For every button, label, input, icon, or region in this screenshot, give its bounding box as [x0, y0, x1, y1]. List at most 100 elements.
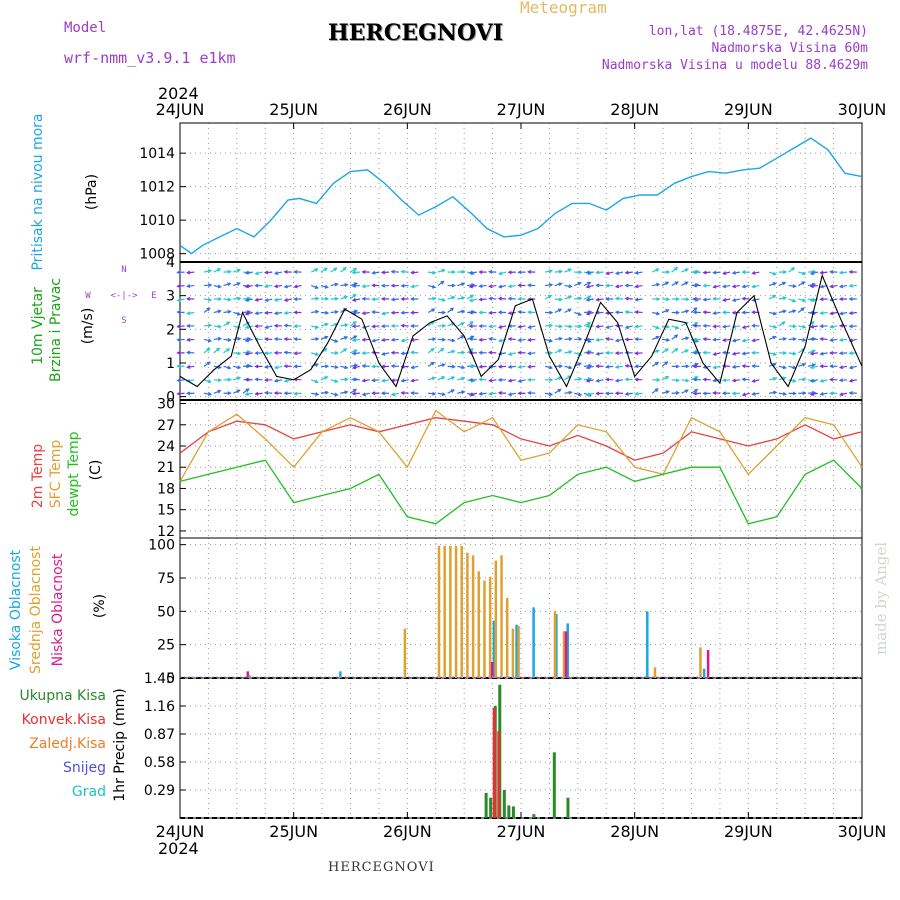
y-tick-label: 1008 — [139, 247, 175, 263]
wind-arrow-head — [782, 281, 787, 286]
wind-arrow-head — [236, 282, 241, 286]
wind-arrow-head — [351, 284, 356, 288]
wind-arrow-head — [293, 269, 298, 274]
cloud-bar — [699, 647, 702, 678]
wind-arrow-head — [371, 378, 376, 383]
cloud-bar — [466, 552, 469, 678]
wind-arrow-head — [293, 297, 298, 302]
wind-arrow-head — [675, 297, 680, 302]
wind-arrow-head — [548, 338, 554, 343]
wind-arrow-head — [751, 378, 756, 383]
wind-arrow-head — [675, 364, 680, 369]
wind-arrow-head — [587, 363, 593, 368]
cloud-bar — [500, 555, 503, 678]
wind-arrow-head — [264, 270, 269, 275]
wind-arrow-head — [207, 379, 212, 384]
wind-arrow-head — [577, 312, 583, 316]
wind-arrow-head — [721, 310, 727, 315]
temp-line-1 — [179, 409, 863, 482]
wind-arrow-head — [293, 364, 298, 369]
wind-arrow-head — [244, 298, 249, 302]
wind-arrow-head — [614, 338, 620, 343]
wind-arrow-head — [432, 391, 437, 396]
wind-arrow-head — [624, 391, 629, 396]
wind-arrow-head — [245, 388, 250, 393]
wind-arrow-head — [549, 377, 554, 382]
wind-arrow-head — [343, 335, 349, 340]
wind-arrow-head — [507, 378, 512, 383]
wind-arrow-head — [450, 389, 455, 393]
wind-arrow-head — [792, 298, 797, 303]
wind-arrow-head — [283, 378, 288, 383]
wind-arrow-head — [692, 364, 697, 369]
wind-arrow-head — [838, 297, 843, 302]
wind-arrow-head — [400, 391, 405, 395]
wind-arrow-head — [176, 324, 181, 329]
wind-arrow-head — [605, 325, 610, 330]
wind-arrow-head — [655, 361, 660, 366]
wind-arrow-head — [614, 391, 619, 396]
wind-arrow-head — [314, 379, 319, 384]
wind-arrow-head — [293, 310, 298, 315]
wind-arrow-head — [334, 310, 339, 314]
wind-arrow-head — [692, 283, 697, 288]
wind-arrow-head — [206, 307, 211, 312]
wind-arrow-head — [656, 297, 661, 302]
wind-arrow-head — [334, 296, 339, 301]
time-label-top: 30JUN — [838, 100, 887, 119]
wind-arrow-head — [809, 324, 814, 329]
wind-arrow-head — [517, 379, 522, 383]
wind-arrow-head — [176, 391, 181, 396]
wind-arrow-head — [656, 282, 661, 287]
wind-arrow-head — [352, 321, 357, 325]
wind-arrow-head — [527, 325, 532, 329]
wind-arrow-head — [441, 323, 447, 328]
wind-arrow-head — [333, 267, 338, 272]
panel-pressure: 1008 1010 1012 1014 — [139, 122, 863, 263]
wind-arrow-head — [461, 269, 466, 274]
wind-arrow-head — [507, 337, 512, 341]
wind-arrow-head — [217, 324, 222, 329]
wind-arrow-head — [694, 338, 700, 343]
wind-arrow-head — [186, 296, 191, 301]
precip-bar — [502, 790, 506, 818]
wind-arrow-head — [507, 392, 513, 397]
wind-arrow-head — [351, 365, 357, 370]
wind-arrow-head — [712, 391, 717, 395]
wind-arrow-head — [549, 350, 554, 355]
wind-arrow-head — [741, 325, 746, 330]
wind-arrow-head — [371, 338, 376, 343]
cloud-bar — [555, 614, 558, 678]
temp-line-2 — [179, 459, 863, 525]
wind-arrow-head — [314, 363, 320, 367]
wind-arrow-head — [684, 389, 689, 394]
wind-arrow-head — [217, 378, 223, 383]
wind-arrow-head — [527, 269, 532, 274]
wind-arrow-head — [314, 352, 320, 356]
wind-arrow-head — [578, 270, 583, 275]
wind-arrow-head — [665, 281, 670, 286]
wind-arrow-head — [655, 268, 660, 272]
wind-arrow-head — [324, 390, 330, 395]
wind-arrow-head — [498, 271, 503, 276]
wind-arrow-head — [432, 296, 437, 301]
compass-e: E — [151, 291, 156, 301]
wind-arrow-head — [488, 269, 493, 274]
wind-arrow-head — [702, 297, 707, 302]
y-tick-label: 0.58 — [144, 755, 175, 771]
wind-arrow-head — [217, 389, 222, 394]
wind-speed-line — [179, 273, 863, 388]
wind-arrow-head — [838, 378, 844, 383]
y-tick-label: 75 — [157, 571, 175, 587]
wind-arrow-head — [693, 307, 698, 312]
wind-arrow-head — [380, 364, 386, 369]
wind-arrow-head — [315, 392, 320, 397]
wind-arrow-head — [809, 337, 814, 342]
wind-arrow-head — [848, 297, 853, 301]
wind-arrow-head — [674, 281, 679, 285]
precip-legend-item: Konvek.Kisa — [22, 712, 106, 728]
wind-arrow-head — [380, 270, 386, 275]
wind-arrow-head — [314, 325, 320, 329]
wind-arrow-head — [451, 283, 456, 288]
wind-arrow-head — [792, 284, 797, 289]
